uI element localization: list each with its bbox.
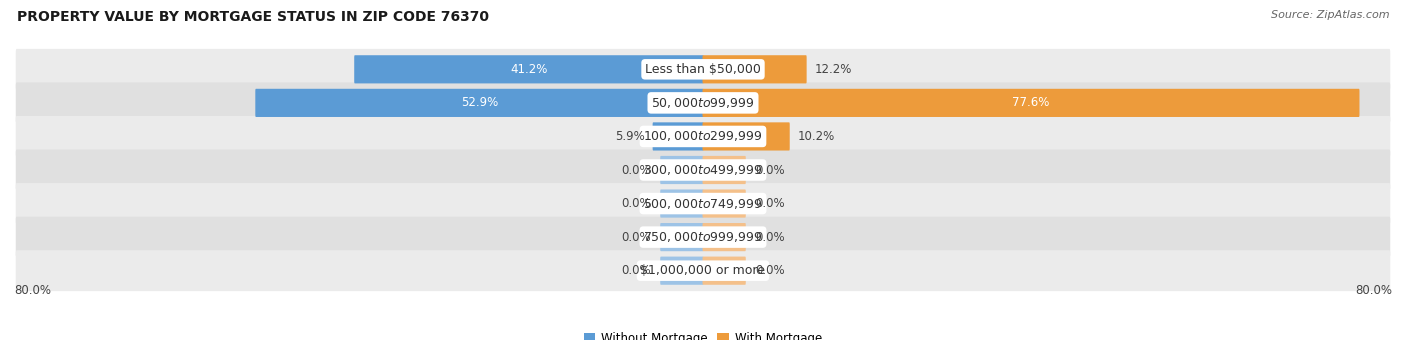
FancyBboxPatch shape: [661, 189, 703, 218]
Text: 0.0%: 0.0%: [621, 164, 651, 176]
FancyBboxPatch shape: [15, 82, 1391, 123]
FancyBboxPatch shape: [15, 116, 1391, 157]
FancyBboxPatch shape: [354, 55, 703, 83]
FancyBboxPatch shape: [15, 250, 1391, 291]
Legend: Without Mortgage, With Mortgage: Without Mortgage, With Mortgage: [579, 328, 827, 340]
Text: $300,000 to $499,999: $300,000 to $499,999: [644, 163, 762, 177]
Text: 0.0%: 0.0%: [621, 231, 651, 244]
Text: $750,000 to $999,999: $750,000 to $999,999: [644, 230, 762, 244]
Text: 10.2%: 10.2%: [797, 130, 835, 143]
Text: 80.0%: 80.0%: [14, 284, 51, 297]
FancyBboxPatch shape: [652, 122, 703, 151]
Text: 41.2%: 41.2%: [510, 63, 547, 76]
FancyBboxPatch shape: [703, 156, 745, 184]
Text: $50,000 to $99,999: $50,000 to $99,999: [651, 96, 755, 110]
FancyBboxPatch shape: [15, 150, 1391, 190]
Text: 0.0%: 0.0%: [755, 197, 785, 210]
Text: 5.9%: 5.9%: [614, 130, 645, 143]
Text: 0.0%: 0.0%: [755, 264, 785, 277]
FancyBboxPatch shape: [703, 89, 1360, 117]
Text: 0.0%: 0.0%: [755, 164, 785, 176]
FancyBboxPatch shape: [703, 122, 790, 151]
FancyBboxPatch shape: [703, 257, 745, 285]
Text: Source: ZipAtlas.com: Source: ZipAtlas.com: [1271, 10, 1389, 20]
Text: 52.9%: 52.9%: [461, 96, 498, 109]
Text: 0.0%: 0.0%: [755, 231, 785, 244]
FancyBboxPatch shape: [661, 257, 703, 285]
FancyBboxPatch shape: [703, 189, 745, 218]
FancyBboxPatch shape: [15, 183, 1391, 224]
Text: 77.6%: 77.6%: [1012, 96, 1050, 109]
Text: PROPERTY VALUE BY MORTGAGE STATUS IN ZIP CODE 76370: PROPERTY VALUE BY MORTGAGE STATUS IN ZIP…: [17, 10, 489, 24]
Text: 0.0%: 0.0%: [621, 197, 651, 210]
FancyBboxPatch shape: [256, 89, 703, 117]
FancyBboxPatch shape: [661, 223, 703, 251]
Text: 12.2%: 12.2%: [814, 63, 852, 76]
Text: 0.0%: 0.0%: [621, 264, 651, 277]
Text: Less than $50,000: Less than $50,000: [645, 63, 761, 76]
FancyBboxPatch shape: [15, 217, 1391, 258]
Text: $500,000 to $749,999: $500,000 to $749,999: [644, 197, 762, 210]
Text: $1,000,000 or more: $1,000,000 or more: [641, 264, 765, 277]
Text: $100,000 to $299,999: $100,000 to $299,999: [644, 130, 762, 143]
Text: 80.0%: 80.0%: [1355, 284, 1392, 297]
FancyBboxPatch shape: [703, 55, 807, 83]
FancyBboxPatch shape: [703, 223, 745, 251]
FancyBboxPatch shape: [15, 49, 1391, 90]
FancyBboxPatch shape: [661, 156, 703, 184]
